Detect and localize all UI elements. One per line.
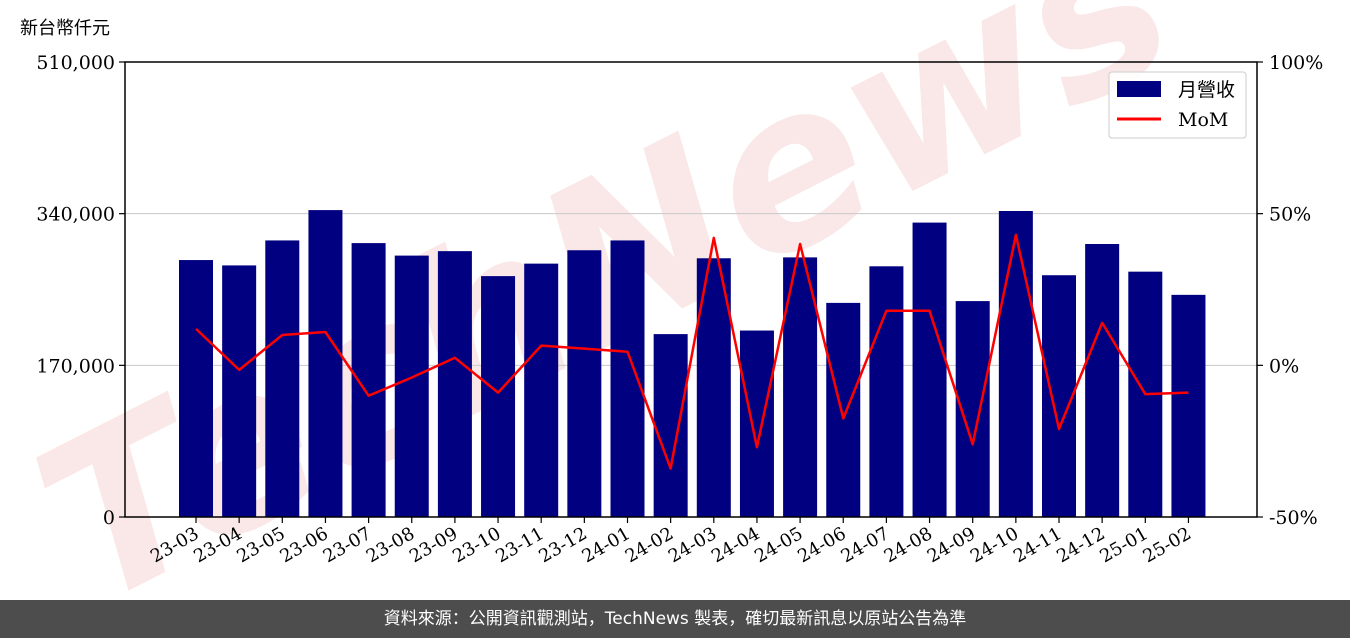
revenue-bar bbox=[739, 330, 774, 517]
left-tick-label: 510,000 bbox=[36, 52, 115, 74]
right-tick-label: 100% bbox=[1269, 52, 1323, 74]
revenue-bar bbox=[869, 266, 904, 517]
x-tick-label: 23-10 bbox=[449, 523, 504, 567]
revenue-bar bbox=[437, 251, 472, 517]
x-tick-label: 24-03 bbox=[665, 523, 720, 567]
x-tick-label: 24-01 bbox=[579, 523, 634, 567]
legend: 月營收 MoM bbox=[1108, 71, 1247, 139]
x-tick-label: 24-06 bbox=[794, 523, 849, 567]
revenue-bar bbox=[998, 210, 1033, 518]
revenue-bar bbox=[394, 255, 429, 518]
x-tick-label: 23-11 bbox=[492, 523, 547, 567]
x-tick-label: 25-01 bbox=[1096, 523, 1151, 567]
mom-series-line bbox=[195, 233, 1189, 470]
left-tick-label: 170,000 bbox=[36, 355, 115, 377]
revenue-bar bbox=[610, 240, 645, 517]
left-tick-label: 340,000 bbox=[36, 204, 115, 226]
revenue-bars bbox=[179, 210, 1206, 518]
revenue-bar bbox=[524, 263, 559, 517]
x-tick-label: 24-12 bbox=[1053, 523, 1108, 567]
right-tick-label: 50% bbox=[1269, 204, 1311, 226]
right-tick-label: 0% bbox=[1269, 355, 1299, 377]
revenue-bar bbox=[1042, 275, 1076, 517]
revenue-bar bbox=[179, 260, 213, 517]
x-tick-label: 24-10 bbox=[967, 523, 1022, 567]
revenue-bar bbox=[826, 302, 861, 517]
revenue-bar bbox=[653, 334, 688, 517]
x-tick-label: 23-08 bbox=[363, 523, 418, 567]
revenue-bar bbox=[222, 265, 257, 517]
x-tick-label: 24-08 bbox=[881, 523, 936, 567]
source-footer: 資料來源：公開資訊觀測站，TechNews 製表，確切最新訊息以原站公告為準 bbox=[0, 600, 1350, 638]
right-tick-label: -50% bbox=[1269, 507, 1318, 529]
revenue-bar bbox=[567, 250, 602, 517]
left-axis-unit-label: 新台幣仟元 bbox=[20, 18, 110, 39]
revenue-bar bbox=[912, 222, 947, 517]
x-tick-label: 23-12 bbox=[535, 523, 590, 567]
mom-line bbox=[195, 233, 1189, 470]
x-tick-label: 24-05 bbox=[751, 523, 806, 567]
legend-bar-label: 月營收 bbox=[1178, 79, 1235, 101]
x-tick-label: 24-04 bbox=[708, 523, 763, 567]
left-tick-label: 0 bbox=[103, 507, 115, 529]
x-tick-label: 24-11 bbox=[1010, 523, 1065, 567]
revenue-bar bbox=[1085, 244, 1120, 517]
revenue-bar bbox=[265, 240, 300, 517]
legend-bar-swatch bbox=[1117, 81, 1161, 97]
x-tick-label: 24-02 bbox=[622, 523, 677, 567]
x-tick-label: 24-07 bbox=[837, 523, 892, 567]
legend-line-label: MoM bbox=[1178, 109, 1228, 131]
x-tick-label: 24-09 bbox=[924, 523, 979, 567]
x-tick-label: 25-02 bbox=[1140, 523, 1195, 567]
revenue-bar bbox=[481, 276, 516, 517]
revenue-chart: TechNews 0170,000340,000510,000-50%0%50%… bbox=[1, 0, 1323, 600]
x-tick-label: 23-09 bbox=[406, 523, 461, 567]
plot-frame bbox=[124, 61, 1258, 518]
revenue-bar bbox=[308, 210, 343, 518]
revenue-bar bbox=[1171, 294, 1206, 517]
